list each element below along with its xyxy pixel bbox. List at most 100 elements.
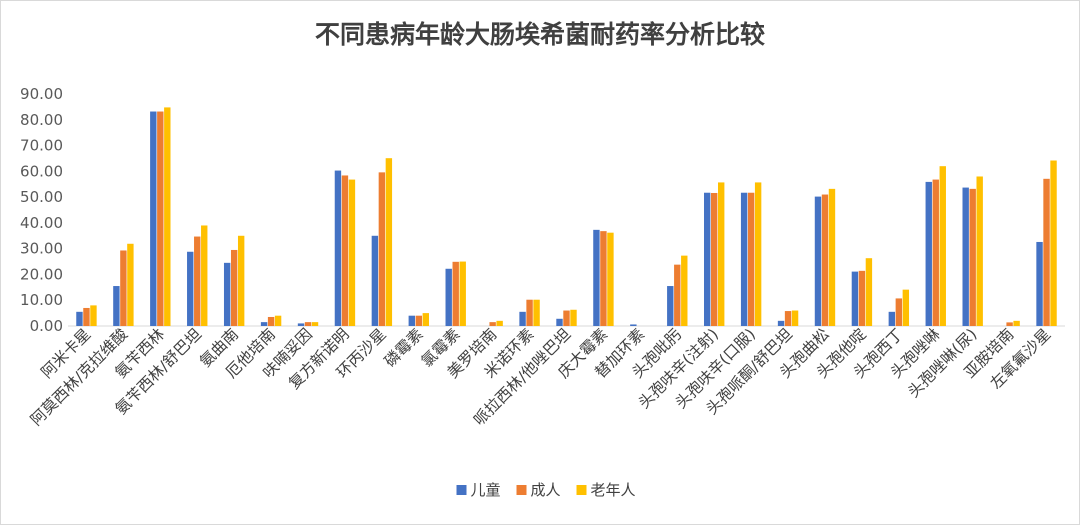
bar-22-series-2: [858, 270, 866, 326]
bar-12-series-2: [489, 322, 496, 326]
bar-6-series-2: [267, 316, 275, 326]
bar-15-series-1: [593, 229, 600, 326]
bar-6-series-1: [260, 322, 268, 326]
bar-19-series-2: [747, 192, 755, 326]
bar-3-series-2: [157, 111, 164, 326]
bar-10-series-3: [422, 313, 429, 326]
bar-27-series-2: [1043, 178, 1050, 326]
bar-1-series-2: [83, 307, 90, 326]
y-tick-label: 20.00: [20, 265, 63, 283]
bar-17-series-2: [674, 264, 681, 326]
bar-19-series-3: [754, 182, 762, 326]
bar-15-series-3: [607, 232, 614, 326]
bar-15-series-2: [600, 231, 607, 326]
bar-group: [76, 107, 1057, 327]
x-category-label: 磷霉素: [381, 325, 427, 371]
bar-24-series-3: [939, 166, 946, 326]
legend-item-1: 儿童: [456, 481, 501, 499]
bar-5-series-1: [223, 262, 231, 326]
bar-25-series-3: [976, 176, 983, 326]
bar-1-series-3: [90, 305, 97, 326]
bar-14-series-2: [563, 310, 570, 326]
y-tick-label: 70.00: [20, 137, 63, 155]
bar-24-series-2: [932, 179, 939, 326]
bar-21-series-2: [821, 194, 829, 326]
bar-9-series-2: [378, 172, 386, 326]
bar-3-series-1: [150, 111, 157, 326]
bar-25-series-2: [969, 188, 976, 326]
x-axis-category-labels: 阿米卡星阿莫西林/克拉维酸氨苄西林氨苄西林/舒巴坦氨曲南厄他培南呋喃妥因复方新诺…: [27, 325, 1054, 429]
bar-3-series-3: [164, 107, 171, 327]
bar-1-series-1: [76, 311, 83, 326]
bar-20-series-3: [791, 310, 799, 326]
bar-17-series-3: [681, 255, 688, 326]
bar-14-series-3: [570, 309, 577, 326]
bar-7-series-3: [311, 322, 319, 326]
bar-24-series-1: [925, 181, 932, 326]
bar-18-series-1: [704, 192, 711, 326]
y-tick-label: 40.00: [20, 214, 63, 232]
bar-22-series-3: [865, 258, 873, 326]
bar-10-series-2: [415, 315, 422, 326]
legend-label: 儿童: [471, 481, 501, 499]
chart-title: 不同患病年龄大肠埃希菌耐药率分析比较: [315, 20, 765, 49]
bar-4-series-3: [201, 225, 208, 326]
bar-11-series-1: [445, 268, 452, 326]
bar-23-series-2: [895, 298, 903, 326]
y-tick-label: 0.00: [30, 317, 63, 335]
bar-8-series-2: [341, 175, 349, 326]
bar-11-series-3: [459, 261, 466, 326]
bar-4-series-2: [194, 236, 201, 326]
bar-22-series-1: [851, 271, 859, 326]
bar-5-series-2: [230, 249, 238, 326]
legend-swatch: [456, 485, 467, 495]
bar-4-series-1: [187, 251, 194, 326]
bar-2-series-2: [120, 250, 127, 326]
bar-6-series-3: [274, 315, 282, 326]
bar-18-series-3: [718, 182, 725, 326]
bar-9-series-3: [385, 158, 393, 326]
y-axis-tick-labels: 0.00 10.00 20.00 30.00 40.00 50.00 60.00 70.00 8…: [20, 85, 63, 335]
y-tick-label: 10.00: [20, 291, 63, 309]
bar-23-series-1: [888, 311, 896, 326]
legend-item-2: 成人: [516, 481, 561, 499]
y-tick-label: 60.00: [20, 162, 63, 180]
bar-2-series-1: [113, 286, 120, 326]
bar-27-series-1: [1036, 241, 1043, 326]
bar-26-series-3: [1013, 320, 1020, 326]
bar-21-series-1: [814, 196, 822, 326]
y-tick-label: 50.00: [20, 188, 63, 206]
bar-7-series-2: [304, 322, 312, 326]
bar-23-series-3: [902, 289, 910, 326]
y-tick-label: 80.00: [20, 111, 63, 129]
bar-5-series-3: [237, 235, 245, 326]
bar-26-series-2: [1006, 322, 1013, 326]
bar-20-series-1: [777, 320, 785, 326]
bar-8-series-1: [334, 170, 342, 326]
legend-label: 老年人: [591, 481, 636, 499]
bar-13-series-2: [526, 299, 533, 326]
bar-13-series-1: [519, 311, 526, 326]
legend-label: 成人: [531, 481, 561, 499]
bar-16-series-1: [630, 324, 637, 326]
bar-27-series-3: [1050, 160, 1057, 326]
y-tick-label: 30.00: [20, 240, 63, 258]
bar-17-series-1: [667, 286, 674, 326]
bar-7-series-1: [297, 323, 305, 326]
bar-13-series-3: [533, 299, 540, 326]
bar-19-series-1: [740, 192, 748, 326]
bar-10-series-1: [408, 315, 415, 326]
legend: 儿童 成人 老年人: [456, 481, 636, 499]
bar-18-series-2: [711, 192, 718, 326]
bar-20-series-2: [784, 311, 792, 326]
bar-9-series-1: [371, 235, 379, 326]
bar-2-series-3: [127, 243, 134, 326]
legend-swatch: [516, 485, 527, 495]
bar-21-series-3: [828, 188, 836, 326]
legend-swatch: [576, 485, 587, 495]
bar-8-series-3: [348, 179, 356, 326]
bar-11-series-2: [452, 261, 459, 326]
y-tick-label: 90.00: [20, 85, 63, 103]
bar-12-series-3: [496, 320, 503, 326]
